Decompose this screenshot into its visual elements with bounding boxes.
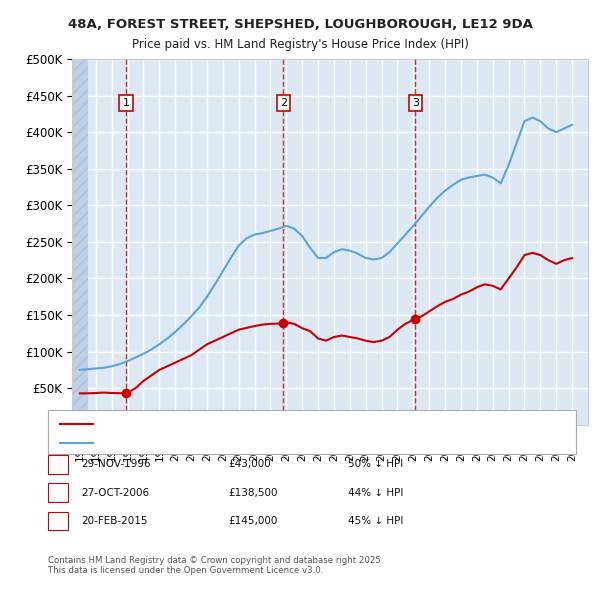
Text: 27-OCT-2006: 27-OCT-2006: [81, 488, 149, 497]
Text: £145,000: £145,000: [228, 516, 277, 526]
Text: 2: 2: [55, 488, 62, 497]
Text: 20-FEB-2015: 20-FEB-2015: [81, 516, 148, 526]
Text: Contains HM Land Registry data © Crown copyright and database right 2025.
This d: Contains HM Land Registry data © Crown c…: [48, 556, 383, 575]
Text: 29-NOV-1996: 29-NOV-1996: [81, 460, 151, 469]
Text: 48A, FOREST STREET, SHEPSHED, LOUGHBOROUGH, LE12 9DA: 48A, FOREST STREET, SHEPSHED, LOUGHBOROU…: [68, 18, 532, 31]
Text: 48A, FOREST STREET, SHEPSHED, LOUGHBOROUGH, LE12 9DA (detached house): 48A, FOREST STREET, SHEPSHED, LOUGHBOROU…: [96, 419, 493, 429]
Text: 1: 1: [55, 460, 62, 469]
Text: £43,000: £43,000: [228, 460, 271, 469]
Text: 1: 1: [122, 98, 130, 108]
Text: 45% ↓ HPI: 45% ↓ HPI: [348, 516, 403, 526]
Text: 50% ↓ HPI: 50% ↓ HPI: [348, 460, 403, 469]
Bar: [72, 59, 88, 425]
Text: £138,500: £138,500: [228, 488, 277, 497]
Text: 44% ↓ HPI: 44% ↓ HPI: [348, 488, 403, 497]
Text: 3: 3: [412, 98, 419, 108]
Text: 3: 3: [55, 516, 62, 526]
Text: HPI: Average price, detached house, Charnwood: HPI: Average price, detached house, Char…: [96, 438, 332, 448]
Text: 2: 2: [280, 98, 287, 108]
Text: Price paid vs. HM Land Registry's House Price Index (HPI): Price paid vs. HM Land Registry's House …: [131, 38, 469, 51]
